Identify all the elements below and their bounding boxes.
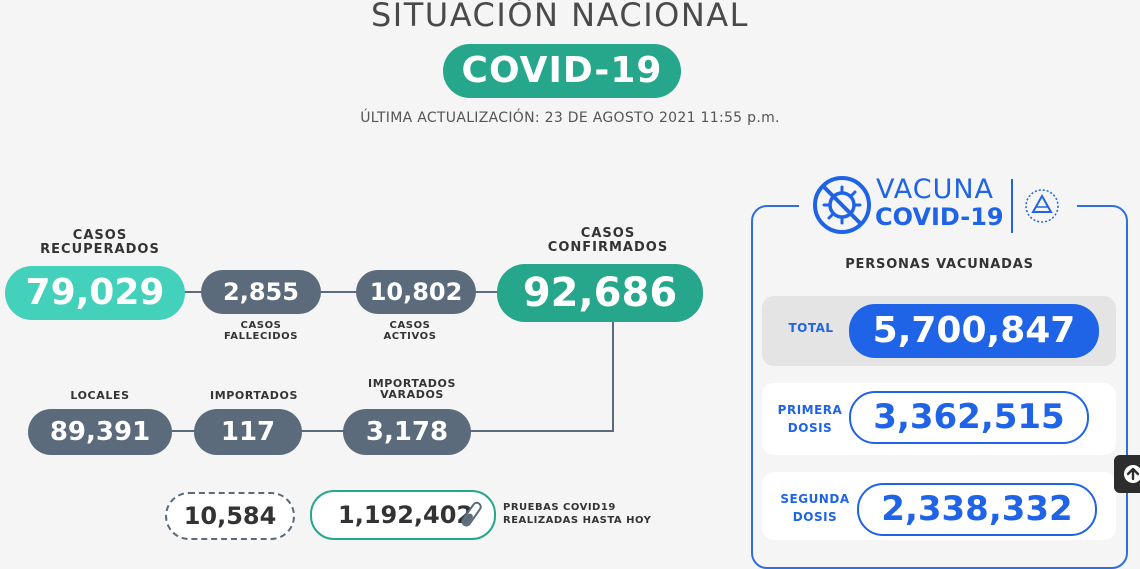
- test-tube-icon: [458, 500, 484, 530]
- vaccinated-heading: PERSONAS VACUNADAS: [845, 257, 1034, 272]
- recuperados-value: 79,029: [5, 266, 185, 320]
- segunda-value: 2,338,332: [857, 483, 1097, 536]
- recuperados-label: CASOS RECUPERADOS: [40, 228, 160, 257]
- confirmados-label: CASOS CONFIRMADOS: [547, 226, 669, 255]
- fallecidos-value: 2,855: [201, 270, 321, 314]
- vaccine-logo-word-1: VACUNA: [876, 174, 995, 205]
- total-tests-pill: 1,192,402: [310, 490, 496, 540]
- total-value: 5,700,847: [849, 304, 1099, 358]
- connector-line: [612, 318, 614, 431]
- primera-value: 3,362,515: [849, 391, 1089, 444]
- segunda-label: SEGUNDA DOSIS: [780, 492, 850, 524]
- confirmados-value: 92,686: [497, 264, 703, 322]
- total-tests-value: 1,192,402: [338, 501, 474, 529]
- importados-varados-value: 3,178: [343, 409, 471, 455]
- vaccine-logo: VACUNA COVID-19: [799, 173, 1077, 239]
- national-seal-icon: [1023, 187, 1061, 225]
- total-label: TOTAL: [788, 321, 834, 335]
- tests-label: PRUEBAS COVID19 REALIZADAS HASTA HOY: [503, 502, 652, 526]
- activos-label: CASOS ACTIVOS: [383, 320, 437, 342]
- importados-varados-label: IMPORTADOS VARADOS: [368, 377, 456, 401]
- importados-value: 117: [194, 409, 302, 455]
- covid-badge: COVID-19: [443, 44, 681, 98]
- importados-label: IMPORTADOS: [210, 389, 298, 402]
- fallecidos-label: CASOS FALLECIDOS: [223, 320, 299, 342]
- page-title: SITUACIÓN NACIONAL: [370, 0, 749, 34]
- vaccine-logo-word-2: COVID-19: [875, 203, 1004, 231]
- connector-line: [180, 291, 510, 293]
- virus-crossed-icon: [812, 175, 872, 235]
- locales-label: LOCALES: [70, 389, 130, 402]
- logo-divider: [1011, 179, 1013, 233]
- scroll-top-button[interactable]: [1114, 455, 1140, 493]
- activos-value: 10,802: [356, 270, 476, 314]
- last-updated: ÚLTIMA ACTUALIZACIÓN: 23 DE AGOSTO 2021 …: [360, 110, 780, 126]
- daily-tests-value: 10,584: [165, 492, 295, 540]
- locales-value: 89,391: [28, 409, 172, 455]
- primera-label: PRIMERA DOSIS: [777, 403, 843, 435]
- arrow-up-circle-icon: [1123, 464, 1140, 484]
